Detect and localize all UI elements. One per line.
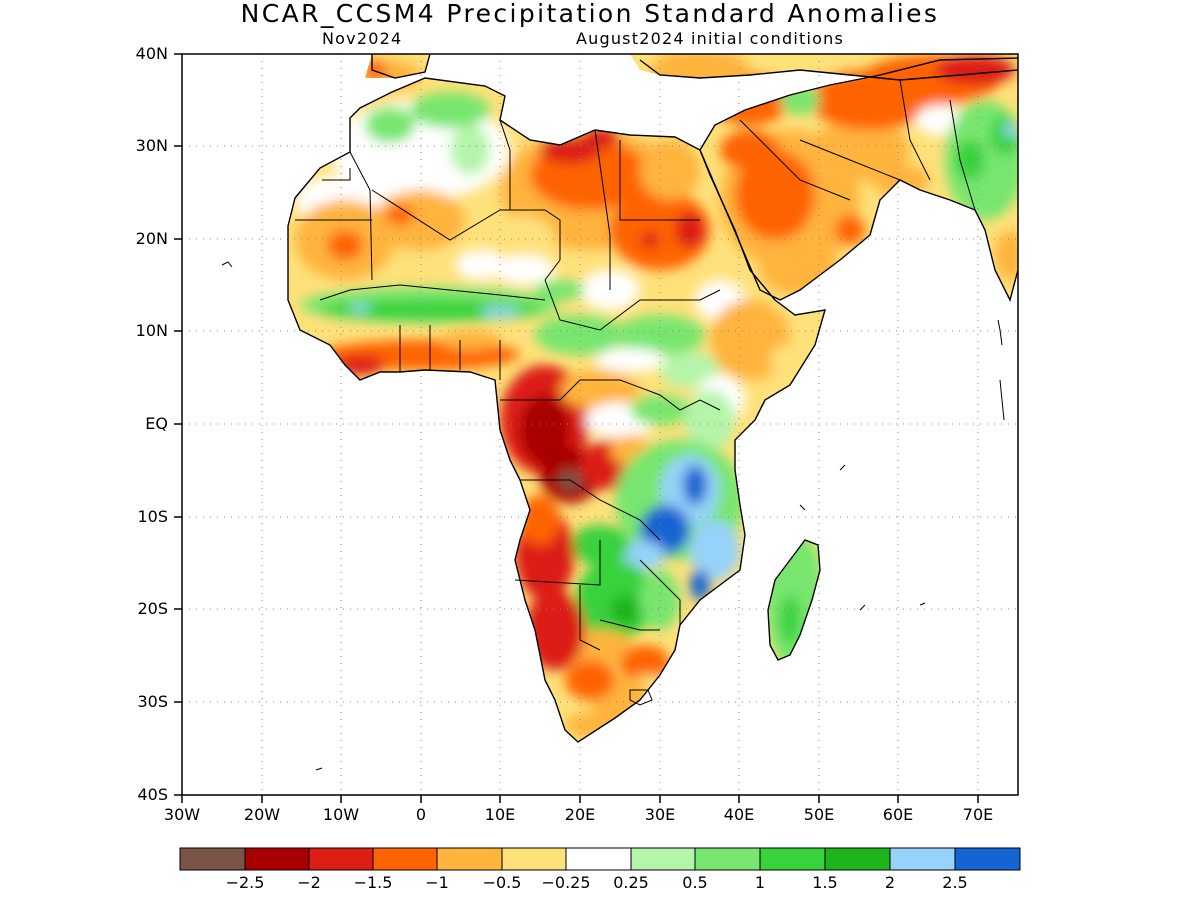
lat-label: EQ xyxy=(145,414,168,433)
colorbar-label: −0.25 xyxy=(541,873,591,892)
colorbar-cell xyxy=(308,847,374,871)
colorbar-cell xyxy=(501,847,567,871)
lon-label: 30E xyxy=(644,805,676,824)
lon-label: 20E xyxy=(564,805,596,824)
colorbar-cell xyxy=(759,847,826,871)
lat-label: 40S xyxy=(137,785,168,804)
colorbar-cell xyxy=(565,847,632,871)
lat-label: 40N xyxy=(135,44,168,63)
colorbar-label: −0.5 xyxy=(482,873,522,892)
lon-label: 0 xyxy=(415,805,427,824)
colorbar-label: 0.25 xyxy=(613,873,649,892)
lon-label: 10W xyxy=(322,805,360,824)
colorbar-cell xyxy=(630,847,696,871)
colorbar-cell xyxy=(179,847,246,871)
lat-label: 20N xyxy=(135,229,168,248)
colorbar-label: −1.5 xyxy=(353,873,393,892)
lon-label: 50E xyxy=(803,805,835,824)
lon-label: 30W xyxy=(163,805,201,824)
lat-label: 30N xyxy=(135,136,168,155)
colorbar-cell xyxy=(436,847,503,871)
lat-label: 10S xyxy=(137,507,168,526)
colorbar-cell xyxy=(372,847,438,871)
initial-conditions: August2024 initial conditions xyxy=(576,29,844,48)
lon-label: 20W xyxy=(243,805,281,824)
colorbar-cell xyxy=(244,847,310,871)
colorbar-label: 2.5 xyxy=(942,873,968,892)
axis-ticks xyxy=(174,53,979,803)
anomaly-field xyxy=(182,54,1018,795)
colorbar-label: −2.5 xyxy=(225,873,265,892)
lon-label: 10E xyxy=(484,805,516,824)
colorbar-label: 1 xyxy=(754,873,766,892)
colorbar-label: 1.5 xyxy=(812,873,838,892)
lat-label: 20S xyxy=(137,599,168,618)
colorbar-label: −2 xyxy=(297,873,321,892)
lat-label: 10N xyxy=(135,321,168,340)
coastlines xyxy=(287,54,1018,743)
lon-label: 70E xyxy=(962,805,994,824)
colorbar-cell xyxy=(889,847,956,871)
colorbar-cell xyxy=(824,847,891,871)
forecast-month: Nov2024 xyxy=(322,29,403,48)
islands xyxy=(221,261,1005,771)
colorbar-cell xyxy=(694,847,761,871)
colorbar-label: 0.5 xyxy=(682,873,708,892)
lat-label: 30S xyxy=(137,692,168,711)
colorbar-cell xyxy=(954,847,1021,871)
lon-label: 60E xyxy=(882,805,914,824)
colorbar xyxy=(179,847,1021,871)
lon-label: 40E xyxy=(723,805,755,824)
map-title: NCAR_CCSM4 Precipitation Standard Anomal… xyxy=(240,0,940,28)
colorbar-label: 2 xyxy=(884,873,896,892)
country-borders xyxy=(295,79,976,651)
colorbar-label: −1 xyxy=(425,873,449,892)
